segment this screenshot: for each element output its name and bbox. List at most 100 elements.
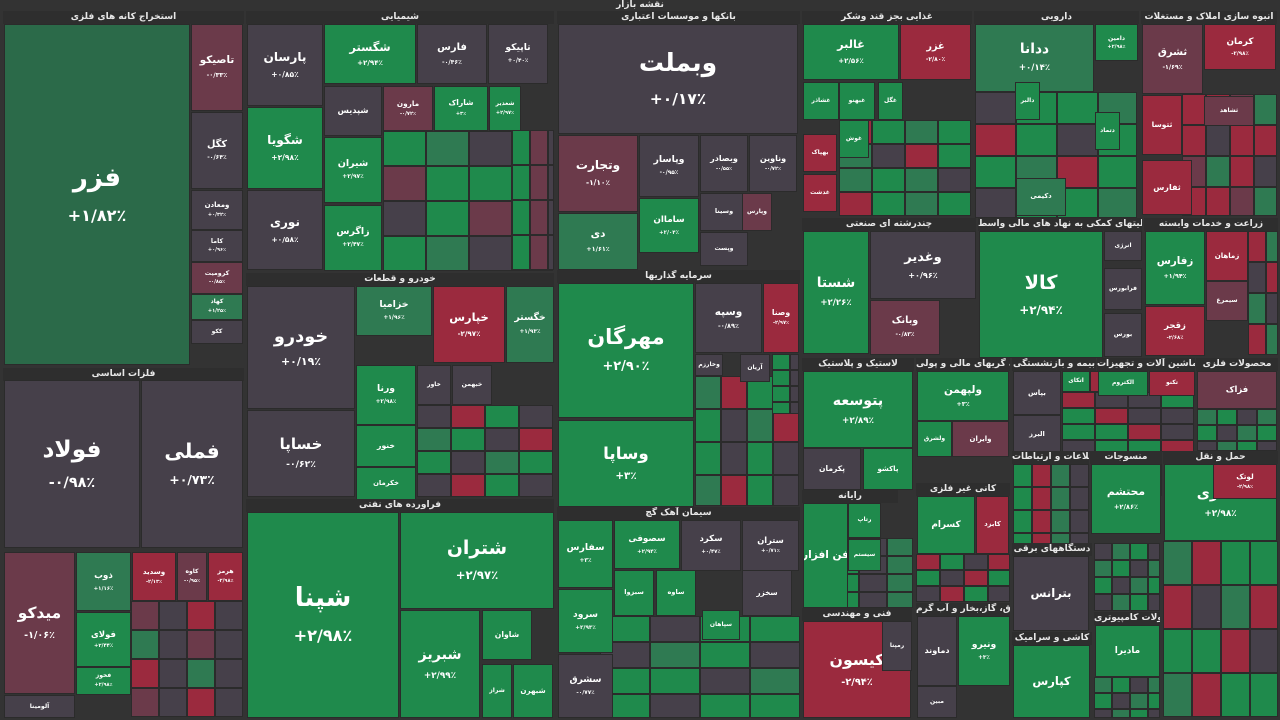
stock-tile[interactable]: آریان — [740, 354, 770, 382]
stock-tile[interactable]: غزر -۲/۸۰٪ — [900, 24, 971, 80]
minor-symbol-cell[interactable] — [790, 354, 799, 370]
minor-symbol-cell[interactable] — [1094, 543, 1112, 560]
stock-tile[interactable]: شبریز +۲/۹۹٪ — [400, 610, 480, 718]
minor-symbol-cell[interactable] — [872, 144, 905, 168]
stock-tile[interactable]: ومعادن +۰/۳۲٪ — [191, 190, 243, 230]
minor-symbol-cell[interactable] — [747, 475, 773, 506]
minor-symbol-cell[interactable] — [1266, 231, 1278, 262]
stock-tile[interactable]: غدشت — [803, 174, 837, 212]
stock-tile[interactable]: خودرو +۰/۱۹٪ — [247, 286, 355, 409]
stock-tile[interactable]: زقجر -۲/۶۸٪ — [1145, 306, 1205, 356]
minor-symbol-cell[interactable] — [747, 442, 773, 475]
minor-symbol-cell[interactable] — [650, 642, 700, 668]
stock-tile[interactable]: وپاسار -۰/۹۵٪ — [639, 135, 699, 197]
minor-symbol-cell[interactable] — [131, 601, 159, 630]
stock-tile[interactable]: شگویا +۲/۹۸٪ — [247, 107, 323, 189]
minor-symbol-cell[interactable] — [1197, 409, 1217, 425]
minor-symbol-cell[interactable] — [530, 235, 548, 270]
minor-symbol-cell[interactable] — [1112, 677, 1130, 693]
stock-tile[interactable]: وپست — [700, 232, 748, 266]
minor-symbol-cell[interactable] — [975, 188, 1016, 218]
minor-symbol-cell[interactable] — [215, 630, 243, 659]
minor-symbol-cell[interactable] — [750, 668, 800, 694]
stock-tile[interactable]: فخوز +۲/۹۸٪ — [76, 667, 131, 695]
minor-symbol-cell[interactable] — [426, 236, 469, 271]
stock-tile[interactable]: شیران +۲/۹۷٪ — [324, 137, 382, 203]
stock-tile[interactable]: فزر +۱/۸۲٪ — [4, 24, 190, 365]
stock-tile[interactable]: زماهان — [1206, 231, 1248, 281]
minor-symbol-cell[interactable] — [426, 131, 469, 166]
minor-symbol-cell[interactable] — [916, 570, 940, 586]
minor-symbol-cell[interactable] — [1257, 425, 1277, 441]
stock-tile[interactable]: زفارس +۱/۹۴٪ — [1145, 231, 1205, 305]
minor-symbol-cell[interactable] — [839, 168, 872, 192]
minor-symbol-cell[interactable] — [187, 630, 215, 659]
stock-tile[interactable]: ثشرق -۱/۶۹٪ — [1142, 24, 1203, 94]
minor-symbol-cell[interactable] — [1013, 464, 1032, 487]
minor-symbol-cell[interactable] — [1266, 293, 1278, 324]
stock-tile[interactable]: مارون -۰/۷۲٪ — [383, 86, 433, 131]
minor-symbol-cell[interactable] — [938, 120, 971, 144]
minor-symbol-cell[interactable] — [1130, 560, 1148, 577]
minor-symbol-cell[interactable] — [417, 428, 451, 451]
stock-tile[interactable]: پارسان +۰/۸۵٪ — [247, 24, 323, 106]
minor-symbol-cell[interactable] — [1112, 577, 1130, 594]
minor-symbol-cell[interactable] — [1221, 585, 1250, 629]
minor-symbol-cell[interactable] — [469, 131, 512, 166]
minor-symbol-cell[interactable] — [988, 586, 1010, 602]
minor-symbol-cell[interactable] — [905, 120, 938, 144]
minor-symbol-cell[interactable] — [1148, 577, 1160, 594]
minor-symbol-cell[interactable] — [1197, 425, 1217, 441]
stock-tile[interactable]: مهرگان +۲/۹۰٪ — [558, 283, 694, 418]
stock-tile[interactable]: وسینا — [700, 193, 748, 231]
minor-symbol-cell[interactable] — [1094, 594, 1112, 611]
stock-tile[interactable]: شستا +۲/۲۶٪ — [803, 231, 869, 354]
minor-symbol-cell[interactable] — [383, 236, 426, 271]
minor-symbol-cell[interactable] — [940, 554, 964, 570]
minor-symbol-cell[interactable] — [1016, 124, 1057, 156]
minor-symbol-cell[interactable] — [1094, 560, 1112, 577]
minor-symbol-cell[interactable] — [1112, 693, 1130, 709]
stock-tile[interactable]: کسرام — [917, 496, 975, 554]
minor-symbol-cell[interactable] — [485, 474, 519, 497]
minor-symbol-cell[interactable] — [383, 201, 426, 236]
minor-symbol-cell[interactable] — [1013, 487, 1032, 510]
stock-tile[interactable]: ثشاهد — [1204, 96, 1254, 126]
minor-symbol-cell[interactable] — [1098, 156, 1137, 188]
stock-tile[interactable]: شراز — [482, 664, 512, 718]
minor-symbol-cell[interactable] — [1221, 629, 1250, 673]
minor-symbol-cell[interactable] — [1182, 125, 1206, 156]
stock-tile[interactable]: ثفارس — [1142, 160, 1192, 215]
stock-tile[interactable]: تاپیکو +۰/۴۰٪ — [488, 24, 548, 84]
minor-symbol-cell[interactable] — [773, 442, 799, 475]
minor-symbol-cell[interactable] — [469, 236, 512, 271]
stock-tile[interactable]: شتران +۲/۹۷٪ — [400, 512, 554, 609]
stock-tile[interactable]: فولای +۲/۴۴٪ — [76, 612, 131, 667]
minor-symbol-cell[interactable] — [215, 688, 243, 717]
minor-symbol-cell[interactable] — [1250, 541, 1278, 585]
minor-symbol-cell[interactable] — [772, 402, 790, 414]
minor-symbol-cell[interactable] — [1254, 125, 1277, 156]
minor-symbol-cell[interactable] — [417, 474, 451, 497]
stock-tile[interactable]: تاصیکو -۰/۳۳٪ — [191, 24, 243, 111]
minor-symbol-cell[interactable] — [1237, 441, 1257, 451]
stock-tile[interactable]: سیستم — [848, 539, 881, 571]
minor-symbol-cell[interactable] — [1148, 709, 1160, 718]
minor-symbol-cell[interactable] — [548, 130, 554, 165]
minor-symbol-cell[interactable] — [964, 570, 988, 586]
minor-symbol-cell[interactable] — [1112, 560, 1130, 577]
minor-symbol-cell[interactable] — [512, 235, 530, 270]
minor-symbol-cell[interactable] — [695, 376, 721, 409]
minor-symbol-cell[interactable] — [695, 409, 721, 442]
minor-symbol-cell[interactable] — [772, 354, 790, 370]
minor-symbol-cell[interactable] — [1248, 324, 1266, 355]
minor-symbol-cell[interactable] — [159, 630, 187, 659]
minor-symbol-cell[interactable] — [1250, 673, 1278, 717]
minor-symbol-cell[interactable] — [988, 570, 1010, 586]
stock-tile[interactable]: البرز — [1013, 415, 1061, 455]
minor-symbol-cell[interactable] — [530, 200, 548, 235]
minor-symbol-cell[interactable] — [1248, 231, 1266, 262]
minor-symbol-cell[interactable] — [215, 659, 243, 688]
minor-symbol-cell[interactable] — [1130, 543, 1148, 560]
minor-symbol-cell[interactable] — [700, 642, 750, 668]
